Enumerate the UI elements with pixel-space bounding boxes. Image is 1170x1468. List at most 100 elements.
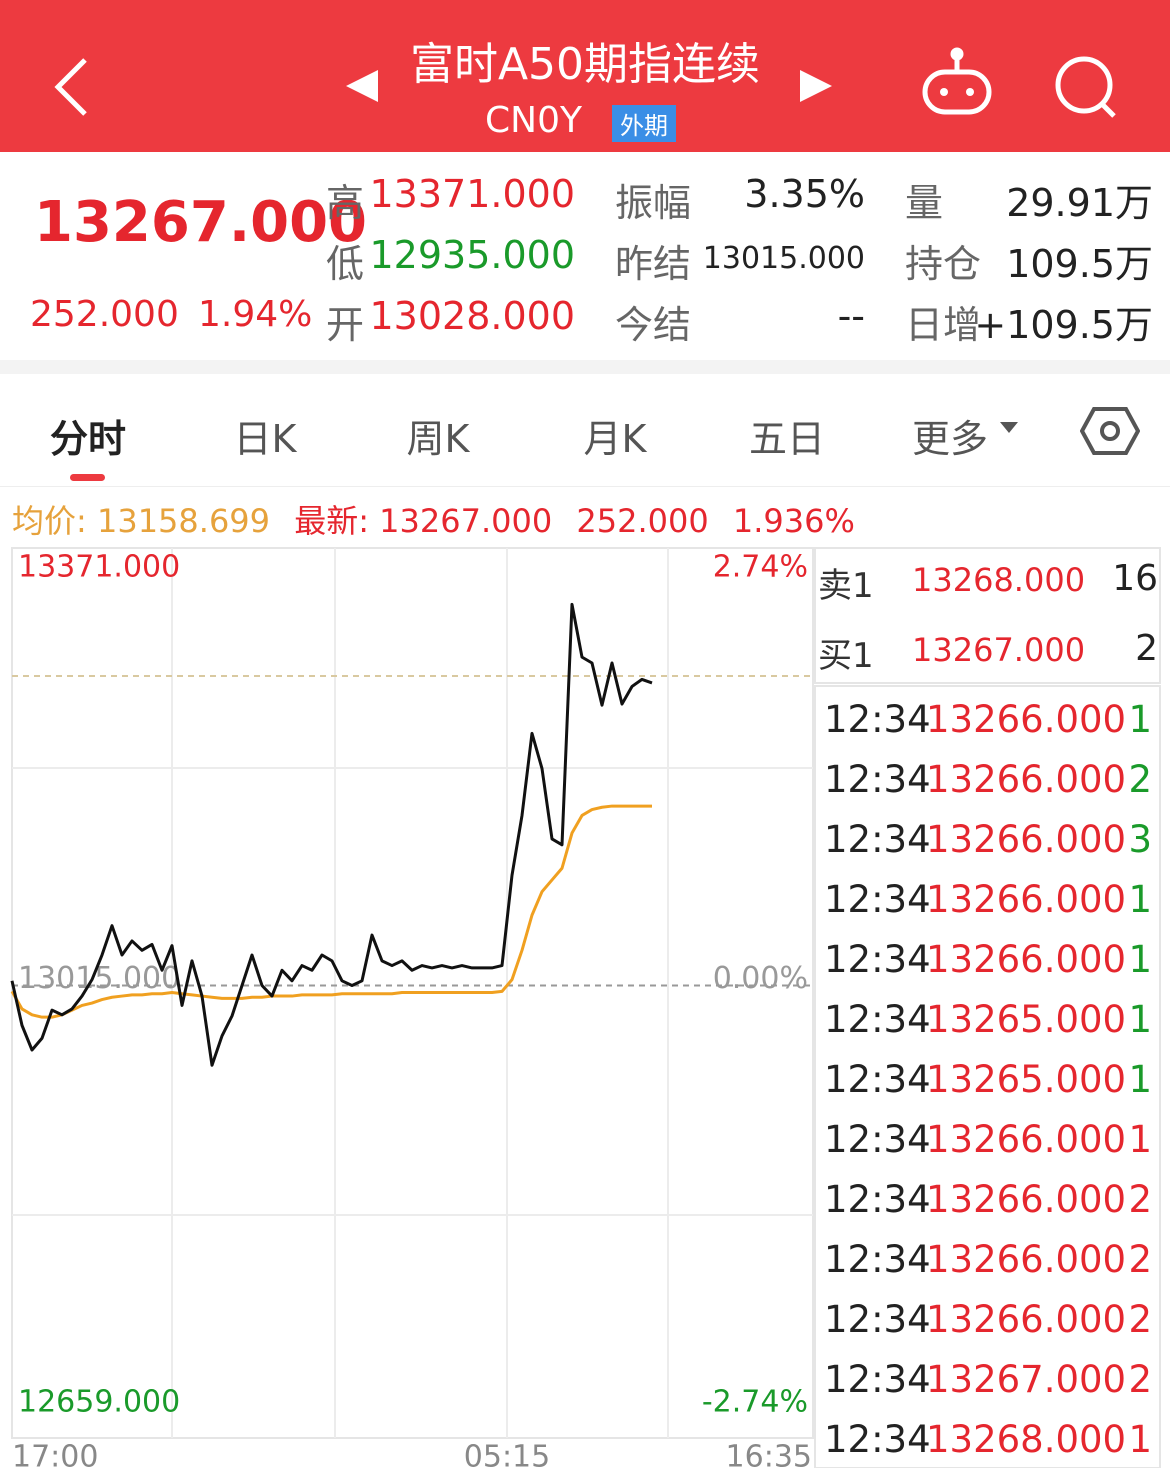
trade-volume: 2 — [1128, 1358, 1152, 1401]
code: CN0Y — [485, 100, 582, 141]
trade-time: 12:34 — [824, 1358, 931, 1401]
caret — [1000, 422, 1018, 433]
book-side: 卖1 — [818, 566, 874, 606]
next[interactable] — [800, 70, 832, 102]
trade-time: 12:34 — [824, 698, 931, 741]
trade-volume: 2 — [1128, 1178, 1152, 1221]
avg-label: 均价: — [12, 502, 87, 540]
trade-volume: 1 — [1128, 1118, 1152, 1161]
field-value: -- — [837, 294, 865, 338]
book-price: 13267.000 — [912, 631, 1086, 669]
trade-time: 12:34 — [824, 1118, 931, 1161]
trade-volume: 1 — [1128, 998, 1152, 1041]
trade-price: 13266.000 — [926, 1298, 1127, 1341]
trade-price: 13267.000 — [926, 1358, 1127, 1401]
title: 富时A50期指连续 — [409, 39, 761, 90]
field-value: 12935.000 — [369, 233, 576, 277]
robot-eye — [940, 88, 948, 96]
y-tick-label: 13371.000 — [18, 550, 180, 585]
price: 13267.000 — [34, 190, 367, 255]
trade-time: 12:34 — [824, 878, 931, 921]
trade-price: 13266.000 — [926, 1178, 1127, 1221]
trade-volume: 1 — [1128, 1058, 1152, 1101]
book-volume: 2 — [1135, 628, 1158, 669]
trade-time: 12:34 — [824, 758, 931, 801]
field-label: 今结 — [615, 303, 692, 347]
trade-price: 13266.000 — [926, 818, 1127, 861]
trade-price: 13266.000 — [926, 938, 1127, 981]
y2-tick-label: 2.74% — [713, 550, 808, 585]
y-tick-label: 13015.000 — [18, 961, 180, 996]
field-label: 低 — [326, 242, 365, 286]
field-value: 109.5万 — [1006, 242, 1153, 286]
search[interactable] — [1055, 56, 1116, 118]
book-price: 13268.000 — [912, 561, 1086, 599]
tab[interactable]: 更多 — [911, 417, 989, 461]
trade-price: 13268.000 — [926, 1418, 1127, 1461]
trade-volume: 1 — [1128, 938, 1152, 981]
series-line — [10, 804, 652, 1019]
prev[interactable] — [346, 70, 378, 102]
book-side: 买1 — [818, 636, 874, 676]
field-label: 开 — [326, 303, 365, 347]
field-value: 13371.000 — [369, 172, 576, 216]
header-icons — [54, 47, 1116, 118]
trade-volume: 1 — [1128, 878, 1152, 921]
last-label: 最新: — [294, 502, 369, 540]
x-tick-label: 05:15 — [464, 1440, 550, 1468]
robot-eye — [966, 88, 974, 96]
y2-tick-label: -2.74% — [702, 1385, 808, 1420]
back[interactable] — [54, 58, 87, 116]
field-value: 13028.000 — [369, 294, 576, 338]
field-label: 昨结 — [615, 242, 692, 286]
trade-time: 12:34 — [824, 998, 931, 1041]
tab[interactable]: 月K — [583, 417, 647, 461]
robot[interactable] — [922, 47, 992, 115]
tab[interactable]: 分时 — [49, 417, 127, 461]
field-label: 高 — [326, 181, 365, 225]
separator — [0, 360, 1170, 374]
trade-price: 13265.000 — [926, 998, 1127, 1041]
tab[interactable]: 日K — [233, 417, 297, 461]
field-label: 量 — [905, 181, 944, 225]
trade-volume: 2 — [1128, 1238, 1152, 1281]
last: 13267.000 — [379, 502, 553, 540]
trade-time: 12:34 — [824, 1298, 931, 1341]
avg: 13158.699 — [96, 502, 271, 540]
y2-tick-label: 0.00% — [713, 961, 808, 996]
settings[interactable] — [1080, 405, 1140, 457]
v-grid — [12, 548, 813, 1438]
y-tick-label: 12659.000 — [18, 1385, 180, 1420]
field-value: 13015.000 — [702, 241, 865, 276]
tag: 外期 — [612, 105, 676, 142]
trade-price: 13266.000 — [926, 758, 1127, 801]
field-label: 日增 — [905, 303, 982, 347]
x-tick-label: 17:00 — [12, 1440, 98, 1468]
trade-volume: 1 — [1128, 698, 1152, 741]
tab[interactable]: 五日 — [748, 417, 826, 461]
book-volume: 16 — [1112, 558, 1158, 599]
legend: 均价: 13158.699 最新: 13267.000 252.000 1.93… — [12, 496, 855, 542]
trade-price: 13266.000 — [926, 698, 1127, 741]
trade-time: 12:34 — [824, 818, 931, 861]
book-frame — [814, 547, 1161, 684]
trade-time: 12:34 — [824, 1178, 931, 1221]
trade-time: 12:34 — [824, 1058, 931, 1101]
trade-volume: 2 — [1128, 1298, 1152, 1341]
trade-volume: 1 — [1128, 1418, 1152, 1461]
legend-pct: 1.936% — [732, 502, 855, 540]
trade-price: 13266.000 — [926, 1238, 1127, 1281]
field-value: +109.5万 — [974, 303, 1153, 347]
trade-price: 13266.000 — [926, 1118, 1127, 1161]
trade-volume: 3 — [1128, 818, 1152, 861]
series-line — [10, 602, 653, 1067]
field-label: 持仓 — [905, 242, 982, 286]
field-value: 3.35% — [744, 172, 865, 216]
tab[interactable]: 周K — [406, 417, 470, 461]
legend-change: 252.000 — [576, 502, 709, 540]
trade-price: 13266.000 — [926, 878, 1127, 921]
divider — [0, 486, 1170, 487]
field-label: 振幅 — [615, 181, 692, 225]
